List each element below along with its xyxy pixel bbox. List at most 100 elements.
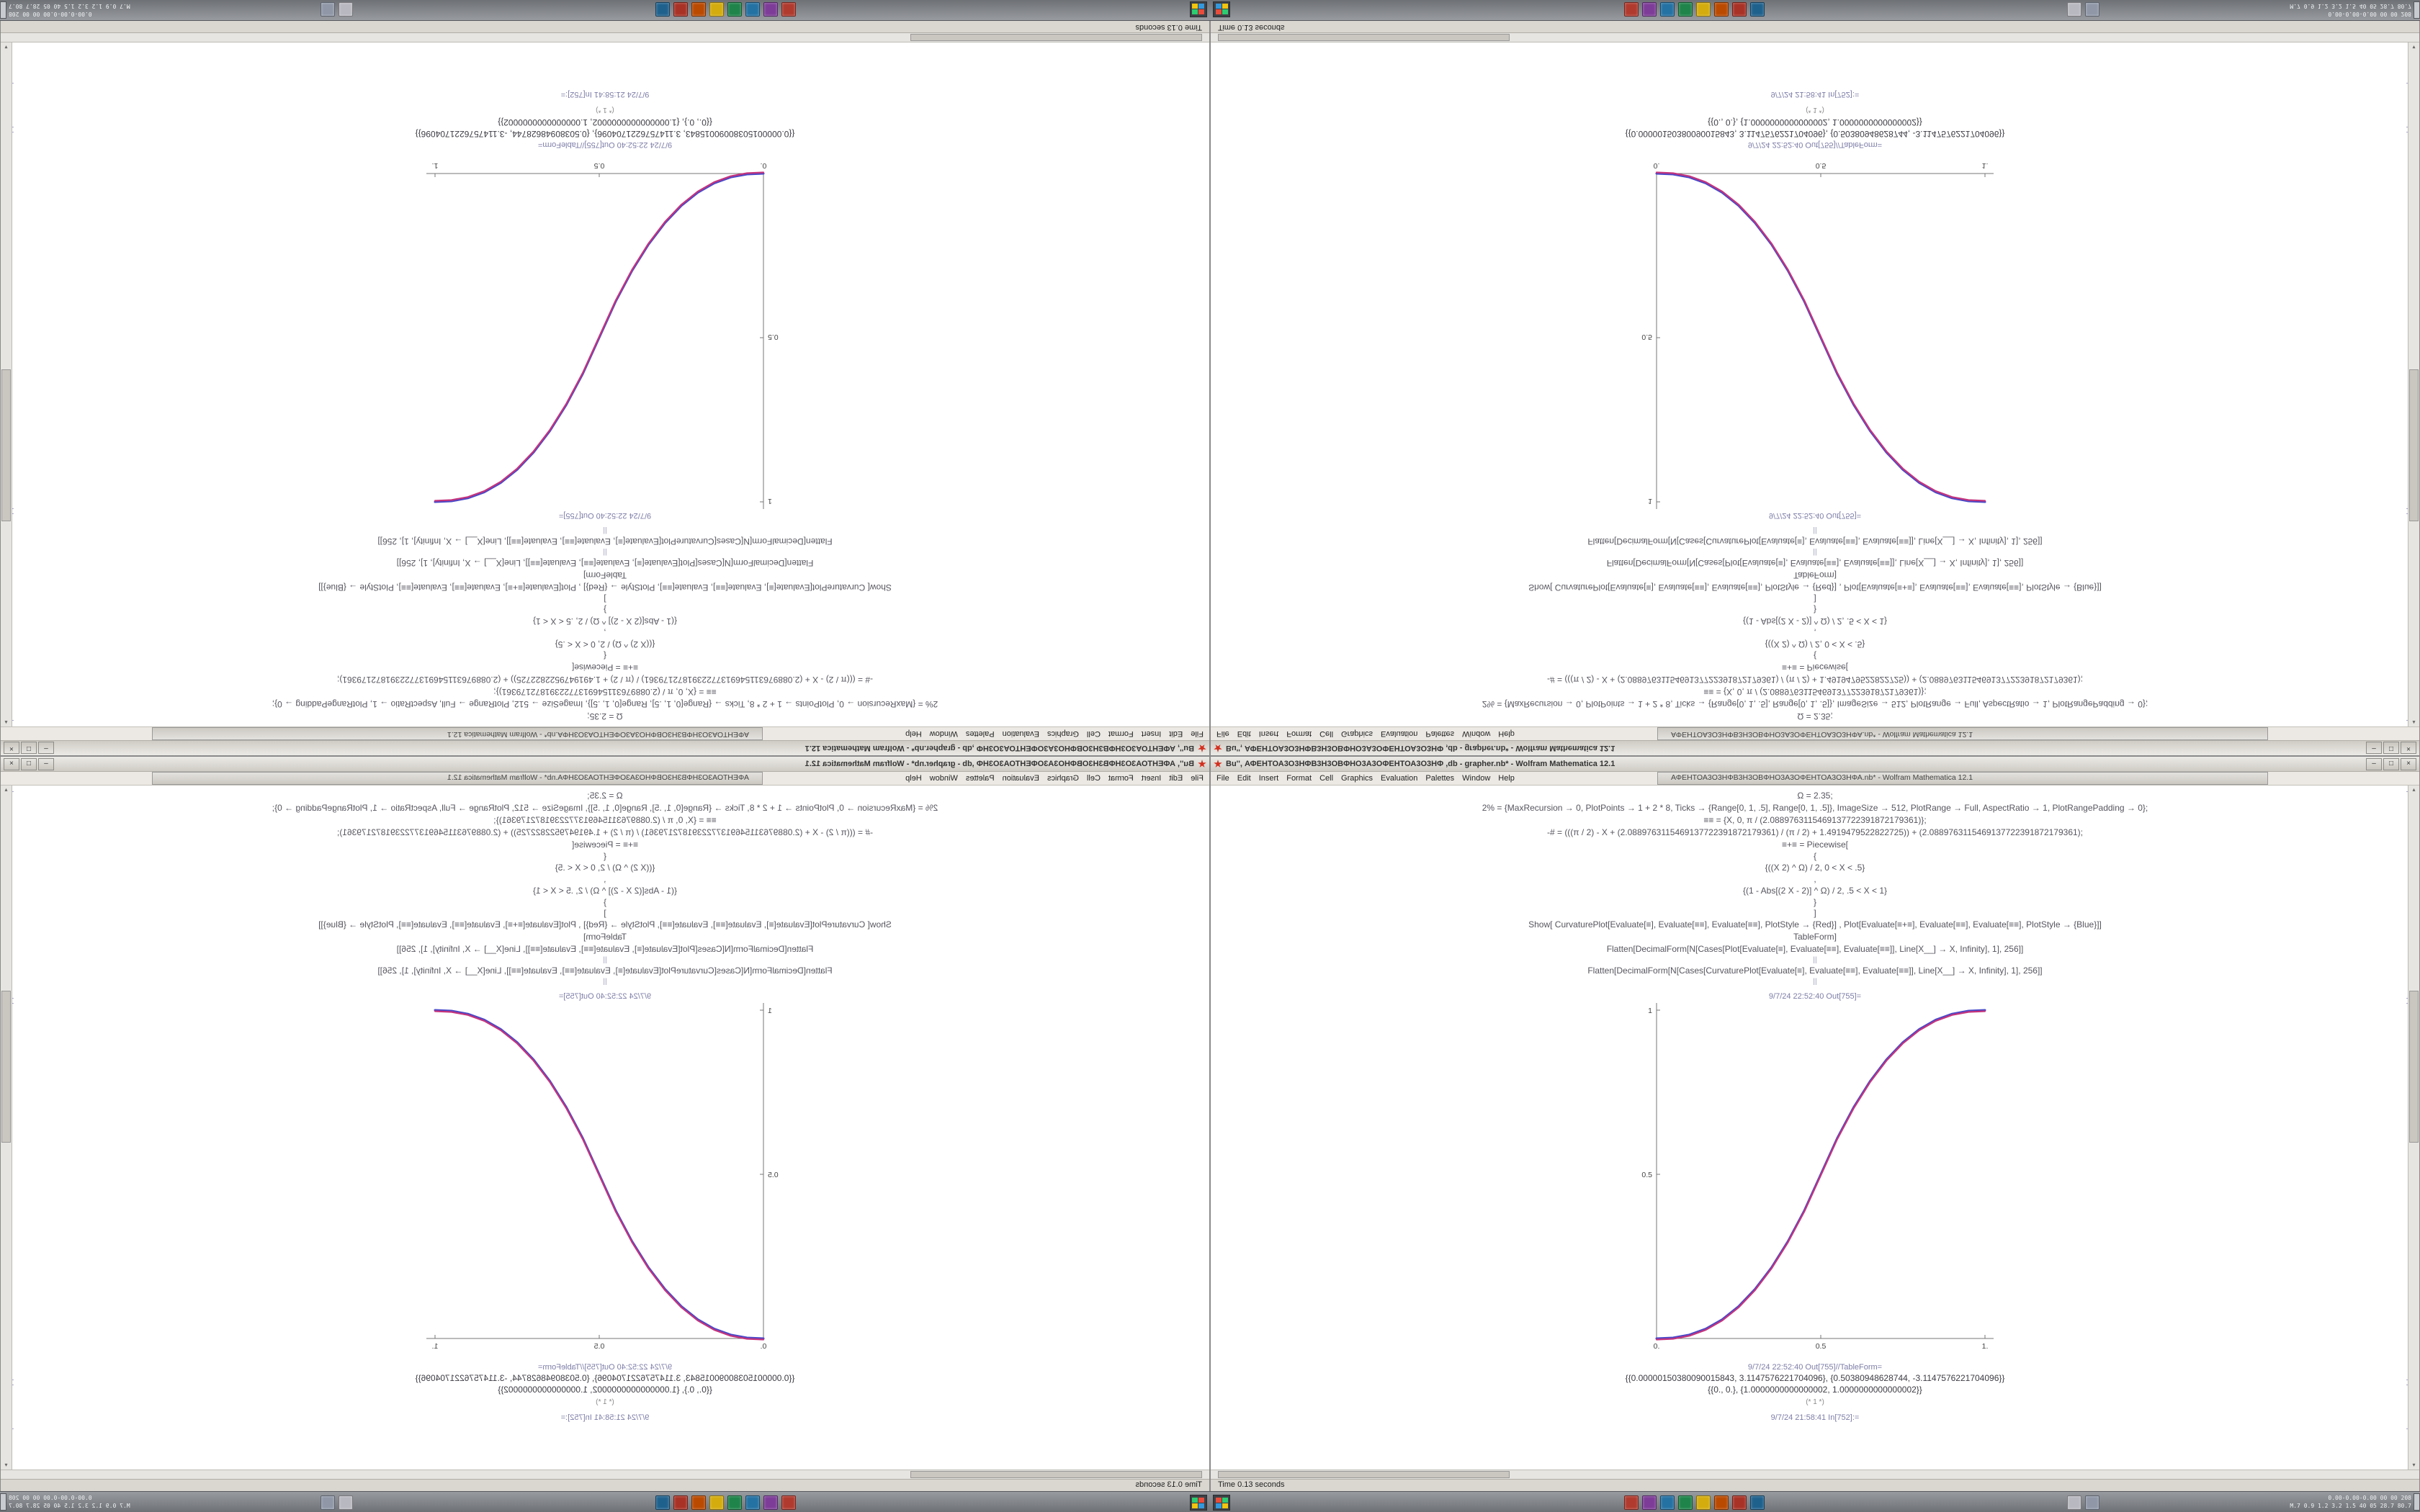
vertical-scroll-thumb[interactable] — [2409, 991, 2419, 1143]
menu-graphics[interactable]: Graphics — [1341, 774, 1373, 783]
notebook-cell-3[interactable]: -# = (((π / 2) - X + (2.0889763115469137… — [336, 675, 874, 685]
close-button[interactable]: × — [2401, 742, 2416, 755]
notebook-cell-13[interactable]: Flatten[DecimalForm[N[Cases[Plot[Evaluat… — [1606, 558, 2024, 568]
horizontal-scroll-thumb[interactable] — [1218, 34, 1510, 41]
taskbar-icon-steel-app[interactable] — [2085, 1495, 2099, 1510]
notebook-cell-12[interactable]: TableForm] — [583, 570, 627, 580]
menu-evaluation[interactable]: Evaluation — [1002, 774, 1039, 783]
menu-insert[interactable]: Insert — [1258, 729, 1279, 738]
notebook-cell-8[interactable]: {(1 - Abs[(2 X - 2)] ^ Ω) / 2, .5 < X < … — [532, 616, 678, 626]
notebook-cell-6[interactable]: {((X 2) ^ Ω) / 2, 0 < X < .5} — [555, 639, 655, 649]
taskbar-icon-green-app[interactable] — [1678, 1495, 1693, 1510]
vertical-scrollbar[interactable]: ▴ ▾ — [1, 42, 12, 726]
notebook-cell-12[interactable]: TableForm] — [583, 932, 627, 942]
notebook-cell-15[interactable]: Flatten[DecimalForm[N[Cases[CurvaturePlo… — [1587, 966, 2043, 976]
taskbar-icon-gray-app[interactable] — [2067, 2, 2081, 17]
notebook-cell-6[interactable]: {((X 2) ^ Ω) / 2, 0 < X < .5} — [1765, 863, 1865, 873]
taskbar-icon-gray-app[interactable] — [339, 1495, 353, 1510]
taskbar-icon-mathematica[interactable] — [781, 2, 796, 17]
menu-cell[interactable]: Cell — [1319, 774, 1334, 783]
notebook-cell-9[interactable]: } — [604, 605, 607, 615]
notebook-cell-2[interactable]: ≡≡ = {X, 0, π / (2.088976311546913772239… — [1703, 815, 1927, 825]
menu-window[interactable]: Window — [929, 729, 958, 738]
menu-insert[interactable]: Insert — [1141, 774, 1162, 783]
taskbar-icon-red-app[interactable] — [673, 2, 688, 17]
show-desktop-button[interactable] — [0, 1, 6, 19]
notebook-cell-13[interactable]: Flatten[DecimalForm[N[Cases[Plot[Evaluat… — [1606, 944, 2024, 954]
menu-evaluation[interactable]: Evaluation — [1381, 774, 1418, 783]
vertical-scroll-thumb[interactable] — [1, 369, 11, 521]
notebook-cell-9[interactable]: } — [1813, 605, 1816, 615]
menu-format[interactable]: Format — [1108, 774, 1134, 783]
notebook-cell-0[interactable]: Ω = 2.35; — [587, 791, 623, 801]
menu-file[interactable]: File — [1191, 729, 1204, 738]
taskbar-icon-navy-app[interactable] — [655, 2, 670, 17]
taskbar-icon-steel-app[interactable] — [2085, 2, 2099, 17]
vertical-scroll-thumb[interactable] — [1, 991, 11, 1143]
notebook-cell-5[interactable]: { — [1813, 651, 1816, 661]
output-plot[interactable]: 0. 0.5 1. 0.5 1 — [1211, 1003, 2419, 1357]
notebook-cell-7[interactable]: , — [604, 874, 606, 884]
notebook-cell-11[interactable]: Show[ CurvaturePlot[Evaluate[≡], Evaluat… — [318, 919, 892, 930]
taskbar-icon-green-app[interactable] — [727, 2, 742, 17]
menu-window[interactable]: Window — [1462, 729, 1491, 738]
notebook-cell-3[interactable]: -# = (((π / 2) - X + (2.0889763115469137… — [336, 827, 874, 837]
start-button[interactable] — [1190, 1495, 1207, 1511]
scroll-down-arrow[interactable]: ▾ — [4, 1462, 8, 1468]
menu-graphics[interactable]: Graphics — [1341, 729, 1373, 738]
notebook-cell-5[interactable]: { — [1813, 851, 1816, 861]
taskbar-icon-yellow-app[interactable] — [1696, 2, 1711, 17]
taskbar-icon-red-app[interactable] — [1732, 1495, 1747, 1510]
notebook-cell-11[interactable]: Show[ CurvaturePlot[Evaluate[≡], Evaluat… — [318, 582, 892, 593]
notebook-cell-10[interactable]: ] — [1814, 908, 1816, 918]
notebook-cell-10[interactable]: ] — [604, 594, 606, 604]
menu-help[interactable]: Help — [1498, 729, 1515, 738]
notebook-cell-8[interactable]: {(1 - Abs[(2 X - 2)] ^ Ω) / 2, .5 < X < … — [1742, 616, 1888, 626]
notebook-cell-11[interactable]: Show[ CurvaturePlot[Evaluate[≡], Evaluat… — [1528, 919, 2102, 930]
output-plot[interactable]: 0. 0.5 1. 0.5 1 — [1211, 155, 2419, 509]
taskbar-icon-green-app[interactable] — [1678, 2, 1693, 17]
taskbar-icon-mathematica[interactable] — [781, 1495, 796, 1510]
menu-cell[interactable]: Cell — [1086, 729, 1101, 738]
notebook-cell-2[interactable]: ≡≡ = {X, 0, π / (2.088976311546913772239… — [493, 815, 717, 825]
menu-help[interactable]: Help — [905, 729, 922, 738]
taskbar-icon-steel-app[interactable] — [321, 2, 335, 17]
menu-file[interactable]: File — [1216, 774, 1229, 783]
menu-format[interactable]: Format — [1108, 729, 1134, 738]
system-tray[interactable]: 0.00-0.00-0.00 00 00 208 M.7 0.9 1.2 3.2… — [9, 2, 130, 18]
horizontal-scroll-thumb[interactable] — [910, 34, 1202, 41]
notebook-cell-12[interactable]: TableForm] — [1793, 570, 1837, 580]
window-titlebar[interactable]: Bu'', ΑΦΕΗΤΟΑ3Ο3ΗΦΒ3Η3ΟΒΦΗΟ3Α3ΟΦΕΗΤΟΑ3Ο3… — [1211, 757, 2419, 772]
notebook-cell-4[interactable]: ≡+≡ = Piecewise[ — [571, 662, 639, 672]
notebook-cell-0[interactable]: Ω = 2.35; — [1797, 711, 1833, 721]
notebook-cell-7[interactable]: , — [1814, 628, 1816, 638]
taskbar-icon-steel-app[interactable] — [321, 1495, 335, 1510]
close-button[interactable]: × — [2401, 757, 2416, 770]
start-button[interactable] — [1190, 1, 1207, 17]
menu-edit[interactable]: Edit — [1237, 729, 1251, 738]
vertical-scrollbar[interactable]: ▴ ▾ — [1, 786, 12, 1470]
vertical-scrollbar[interactable]: ▴ ▾ — [2408, 786, 2419, 1470]
taskbar-icon-orange-app[interactable] — [691, 2, 706, 17]
menu-graphics[interactable]: Graphics — [1047, 774, 1079, 783]
notebook-cell-4[interactable]: ≡+≡ = Piecewise[ — [1781, 662, 1849, 672]
minimize-button[interactable]: – — [2366, 742, 2382, 755]
maximize-button[interactable]: □ — [21, 742, 37, 755]
system-tray[interactable]: 0.00-0.00-0.00 00 00 208 M.7 0.9 1.2 3.2… — [2290, 1494, 2411, 1510]
taskbar-icon-navy-app[interactable] — [1750, 1495, 1765, 1510]
menu-palettes[interactable]: Palettes — [965, 774, 995, 783]
system-tray[interactable]: 0.00-0.00-0.00 00 00 208 M.7 0.9 1.2 3.2… — [9, 1494, 130, 1510]
horizontal-scrollbar[interactable] — [1, 33, 1209, 42]
taskbar-icon-orange-app[interactable] — [691, 1495, 706, 1510]
scroll-up-arrow[interactable]: ▴ — [4, 786, 8, 793]
notebook-area[interactable]: Ω = 2.35; 2% = {MaxRecursion → 0, PlotPoi… — [1211, 42, 2419, 726]
taskbar-icon-blue-app[interactable] — [1660, 2, 1675, 17]
close-button[interactable]: × — [4, 757, 19, 770]
taskbar-icon-purple-app[interactable] — [1642, 1495, 1657, 1510]
notebook-cell-6[interactable]: {((X 2) ^ Ω) / 2, 0 < X < .5} — [555, 863, 655, 873]
notebook-cell-12[interactable]: TableForm] — [1793, 932, 1837, 942]
notebook-cell-8[interactable]: {(1 - Abs[(2 X - 2)] ^ Ω) / 2, .5 < X < … — [532, 886, 678, 896]
notebook-cell-3[interactable]: -# = (((π / 2) - X + (2.0889763115469137… — [1546, 675, 2084, 685]
notebook-cell-1[interactable]: 2% = {MaxRecursion → 0, PlotPoints → 1 +… — [1482, 699, 2148, 709]
notebook-cell-3[interactable]: -# = (((π / 2) - X + (2.0889763115469137… — [1546, 827, 2084, 837]
